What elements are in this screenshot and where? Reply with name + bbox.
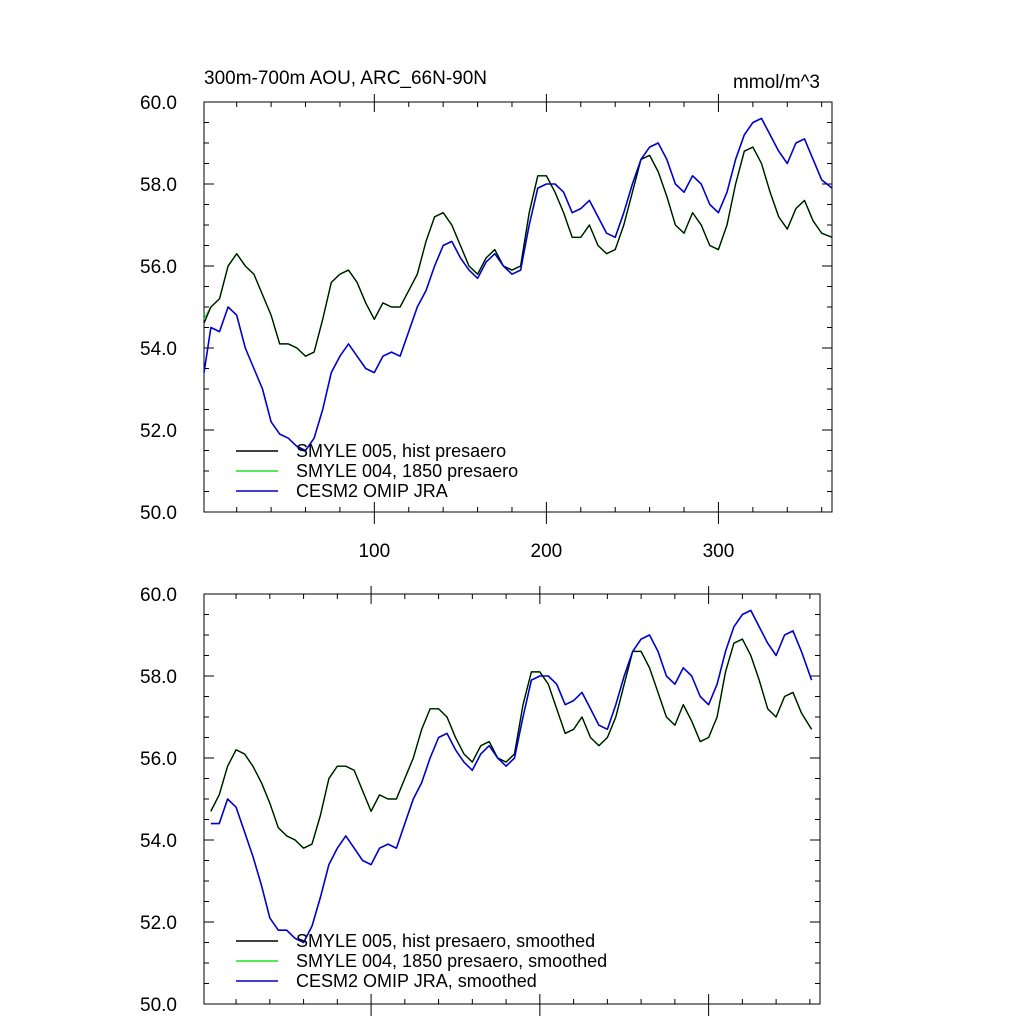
series-line-2 <box>203 146 833 358</box>
y-tick-label: 60.0 <box>140 585 177 606</box>
y-tick-label: 52.0 <box>140 913 177 934</box>
y-tick-label: 60.0 <box>140 93 177 114</box>
y-tick-label: 56.0 <box>140 749 177 770</box>
legend-label: CESM2 OMIP JRA <box>296 481 448 501</box>
x-tick-label: 100 <box>358 541 390 562</box>
top-chart-panel: 50.0 52.0 54.0 56.0 58.0 60.0 100 200 300 SMYLE 0… <box>140 93 833 562</box>
series-line-1 <box>203 146 833 357</box>
x-tick-label: 300 <box>703 541 735 562</box>
bottom-chart-panel: 50.0 52.0 54.0 56.0 58.0 60.0 SMYLE 005, hist … <box>140 585 821 1016</box>
chart-title: 300m-700m AOU, ARC_66N-90N <box>204 68 487 89</box>
legend-label: SMYLE 005, hist presaero <box>296 441 506 461</box>
y-tick-label: 58.0 <box>140 175 177 196</box>
y-tick-label: 52.0 <box>140 421 177 442</box>
units-label: mmol/m^3 <box>733 72 820 93</box>
y-tick-label: 50.0 <box>140 503 177 524</box>
series-line-3 <box>210 609 813 944</box>
y-tick-label: 54.0 <box>140 339 177 360</box>
legend-label: SMYLE 005, hist presaero, smoothed <box>296 931 595 951</box>
legend-label: SMYLE 004, 1850 presaero <box>296 461 518 481</box>
x-tick-label: 200 <box>531 541 563 562</box>
y-tick-label: 58.0 <box>140 667 177 688</box>
y-tick-label: 56.0 <box>140 257 177 278</box>
legend-label: CESM2 OMIP JRA, smoothed <box>296 971 537 991</box>
series-line-3 <box>203 117 833 452</box>
y-tick-label: 50.0 <box>140 995 177 1016</box>
legend-label: SMYLE 004, 1850 presaero, smoothed <box>296 951 607 971</box>
y-tick-label: 54.0 <box>140 831 177 852</box>
series-line-2 <box>210 638 813 850</box>
series-line-1 <box>210 638 813 849</box>
